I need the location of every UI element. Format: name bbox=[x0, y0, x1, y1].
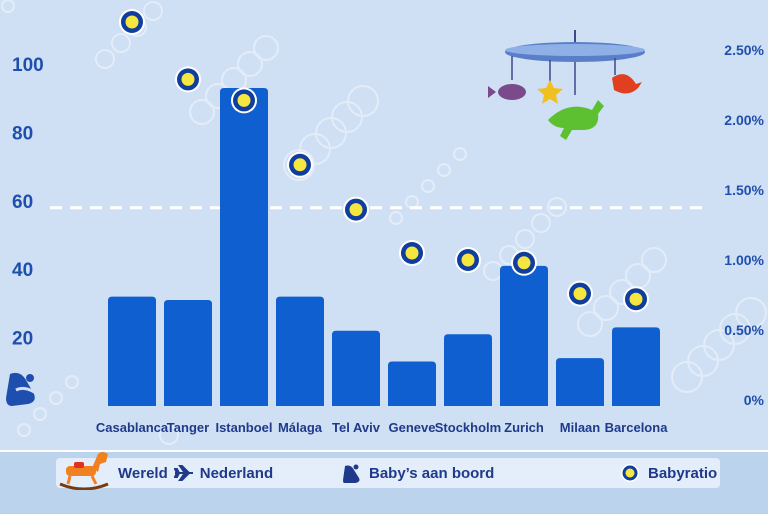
ratio-marker bbox=[567, 280, 593, 307]
decor-doodle bbox=[237, 51, 263, 77]
category-label: Geneve bbox=[389, 420, 436, 435]
rocking-horse-icon bbox=[59, 452, 109, 490]
ratio-marker bbox=[511, 249, 537, 276]
decor-doodle bbox=[703, 329, 735, 361]
left-tick-label: 20 bbox=[12, 329, 33, 350]
airplane-icon bbox=[173, 465, 193, 481]
bar-geneve bbox=[388, 361, 436, 406]
decor-doodle bbox=[331, 101, 363, 133]
left-tick-label: 60 bbox=[12, 192, 33, 213]
ratio-marker bbox=[175, 66, 201, 93]
decor-doodle bbox=[143, 1, 163, 21]
legend-route-to: Nederland bbox=[199, 464, 274, 482]
ratio-marker bbox=[231, 87, 257, 114]
decor-doodle bbox=[421, 179, 435, 193]
decor-doodle bbox=[49, 391, 63, 405]
decor-doodle bbox=[671, 361, 703, 393]
decor-doodle bbox=[577, 311, 603, 337]
ratio-marker bbox=[399, 240, 425, 266]
ratio-marker bbox=[119, 9, 145, 35]
legend-ratio: Babyratio bbox=[620, 462, 717, 484]
decor-doodle bbox=[299, 133, 331, 165]
decor-doodle bbox=[735, 297, 767, 329]
bars bbox=[108, 88, 660, 407]
decor-doodle bbox=[641, 247, 667, 273]
mobile-toy-icon bbox=[488, 10, 645, 140]
decor-doodle bbox=[111, 33, 131, 53]
ratio-marker-icon bbox=[621, 464, 639, 482]
category-label: Tel Aviv bbox=[332, 420, 381, 435]
bar-zurich bbox=[500, 265, 548, 406]
right-tick-label: 1.50% bbox=[724, 182, 764, 198]
legend-route: Wereld Nederland bbox=[118, 462, 273, 484]
category-label: Tanger bbox=[167, 420, 209, 435]
right-tick-label: 2.00% bbox=[724, 112, 764, 128]
category-label: Istanboel bbox=[215, 420, 272, 435]
ratio-marker bbox=[343, 196, 369, 223]
decor-doodle bbox=[283, 149, 315, 181]
ratio-marker bbox=[287, 151, 313, 178]
decor-doodle bbox=[95, 49, 115, 69]
right-tick-label: 0.50% bbox=[724, 322, 764, 338]
decor-doodle bbox=[1, 0, 15, 13]
decor-doodle bbox=[483, 261, 503, 281]
category-label: Casablanca bbox=[96, 420, 169, 435]
category-label: Zurich bbox=[504, 420, 544, 435]
legend-babies: Baby’s aan boord bbox=[343, 462, 494, 484]
ratio-marker bbox=[623, 286, 649, 313]
legend-babies-label: Baby’s aan boord bbox=[369, 464, 495, 482]
category-label: Barcelona bbox=[605, 420, 669, 435]
left-tick-label: 100 bbox=[12, 55, 44, 76]
left-tick-label: 80 bbox=[12, 123, 33, 144]
decor-doodle bbox=[687, 345, 719, 377]
decor-doodle bbox=[315, 117, 347, 149]
bar-casablanca bbox=[108, 296, 156, 406]
legend-route-from: Wereld bbox=[118, 464, 168, 482]
decor-doodle bbox=[33, 407, 47, 421]
bar-tel-aviv bbox=[332, 330, 380, 406]
ratio-marker bbox=[455, 247, 481, 273]
bar-istanboel bbox=[220, 88, 268, 407]
decor-doodle bbox=[189, 99, 215, 125]
category-label: Milaan bbox=[560, 420, 601, 435]
decor-doodle bbox=[719, 313, 751, 345]
right-tick-label: 0% bbox=[744, 392, 765, 408]
left-axis-ticks: 20 40 60 80 100 bbox=[12, 55, 44, 350]
decor-doodle bbox=[65, 375, 79, 389]
category-label: Stockholm bbox=[435, 420, 501, 435]
baby-seat-icon bbox=[6, 372, 35, 406]
bar-barcelona bbox=[612, 327, 660, 406]
baby-seat-icon bbox=[343, 464, 360, 483]
right-tick-label: 2.50% bbox=[724, 42, 764, 58]
right-axis-ticks: 0% 0.50% 1.00% 1.50% 2.00% 2.50% bbox=[724, 42, 764, 408]
ratio-markers bbox=[119, 9, 649, 313]
bar-milaan bbox=[556, 358, 604, 406]
decor-doodle bbox=[347, 85, 379, 117]
left-tick-label: 40 bbox=[12, 260, 33, 281]
decor-doodle bbox=[453, 147, 467, 161]
bar-málaga bbox=[276, 296, 324, 406]
decor-doodle bbox=[625, 263, 651, 289]
legend-panel bbox=[56, 458, 720, 488]
decor-doodle bbox=[253, 35, 279, 61]
decor-doodle bbox=[17, 423, 31, 437]
decor-doodle bbox=[159, 425, 179, 445]
decor-doodle bbox=[531, 213, 551, 233]
bar-tanger bbox=[164, 300, 212, 406]
decor-doodle bbox=[389, 211, 403, 225]
bar-stockholm bbox=[444, 334, 492, 406]
background-decor bbox=[1, 0, 767, 445]
decor-doodle bbox=[547, 197, 567, 217]
right-tick-label: 1.00% bbox=[724, 252, 764, 268]
legend-ratio-label: Babyratio bbox=[648, 464, 718, 482]
decor-doodle bbox=[515, 229, 535, 249]
decor-doodle bbox=[437, 163, 451, 177]
category-label: Málaga bbox=[278, 420, 323, 435]
decor-doodle bbox=[593, 295, 619, 321]
